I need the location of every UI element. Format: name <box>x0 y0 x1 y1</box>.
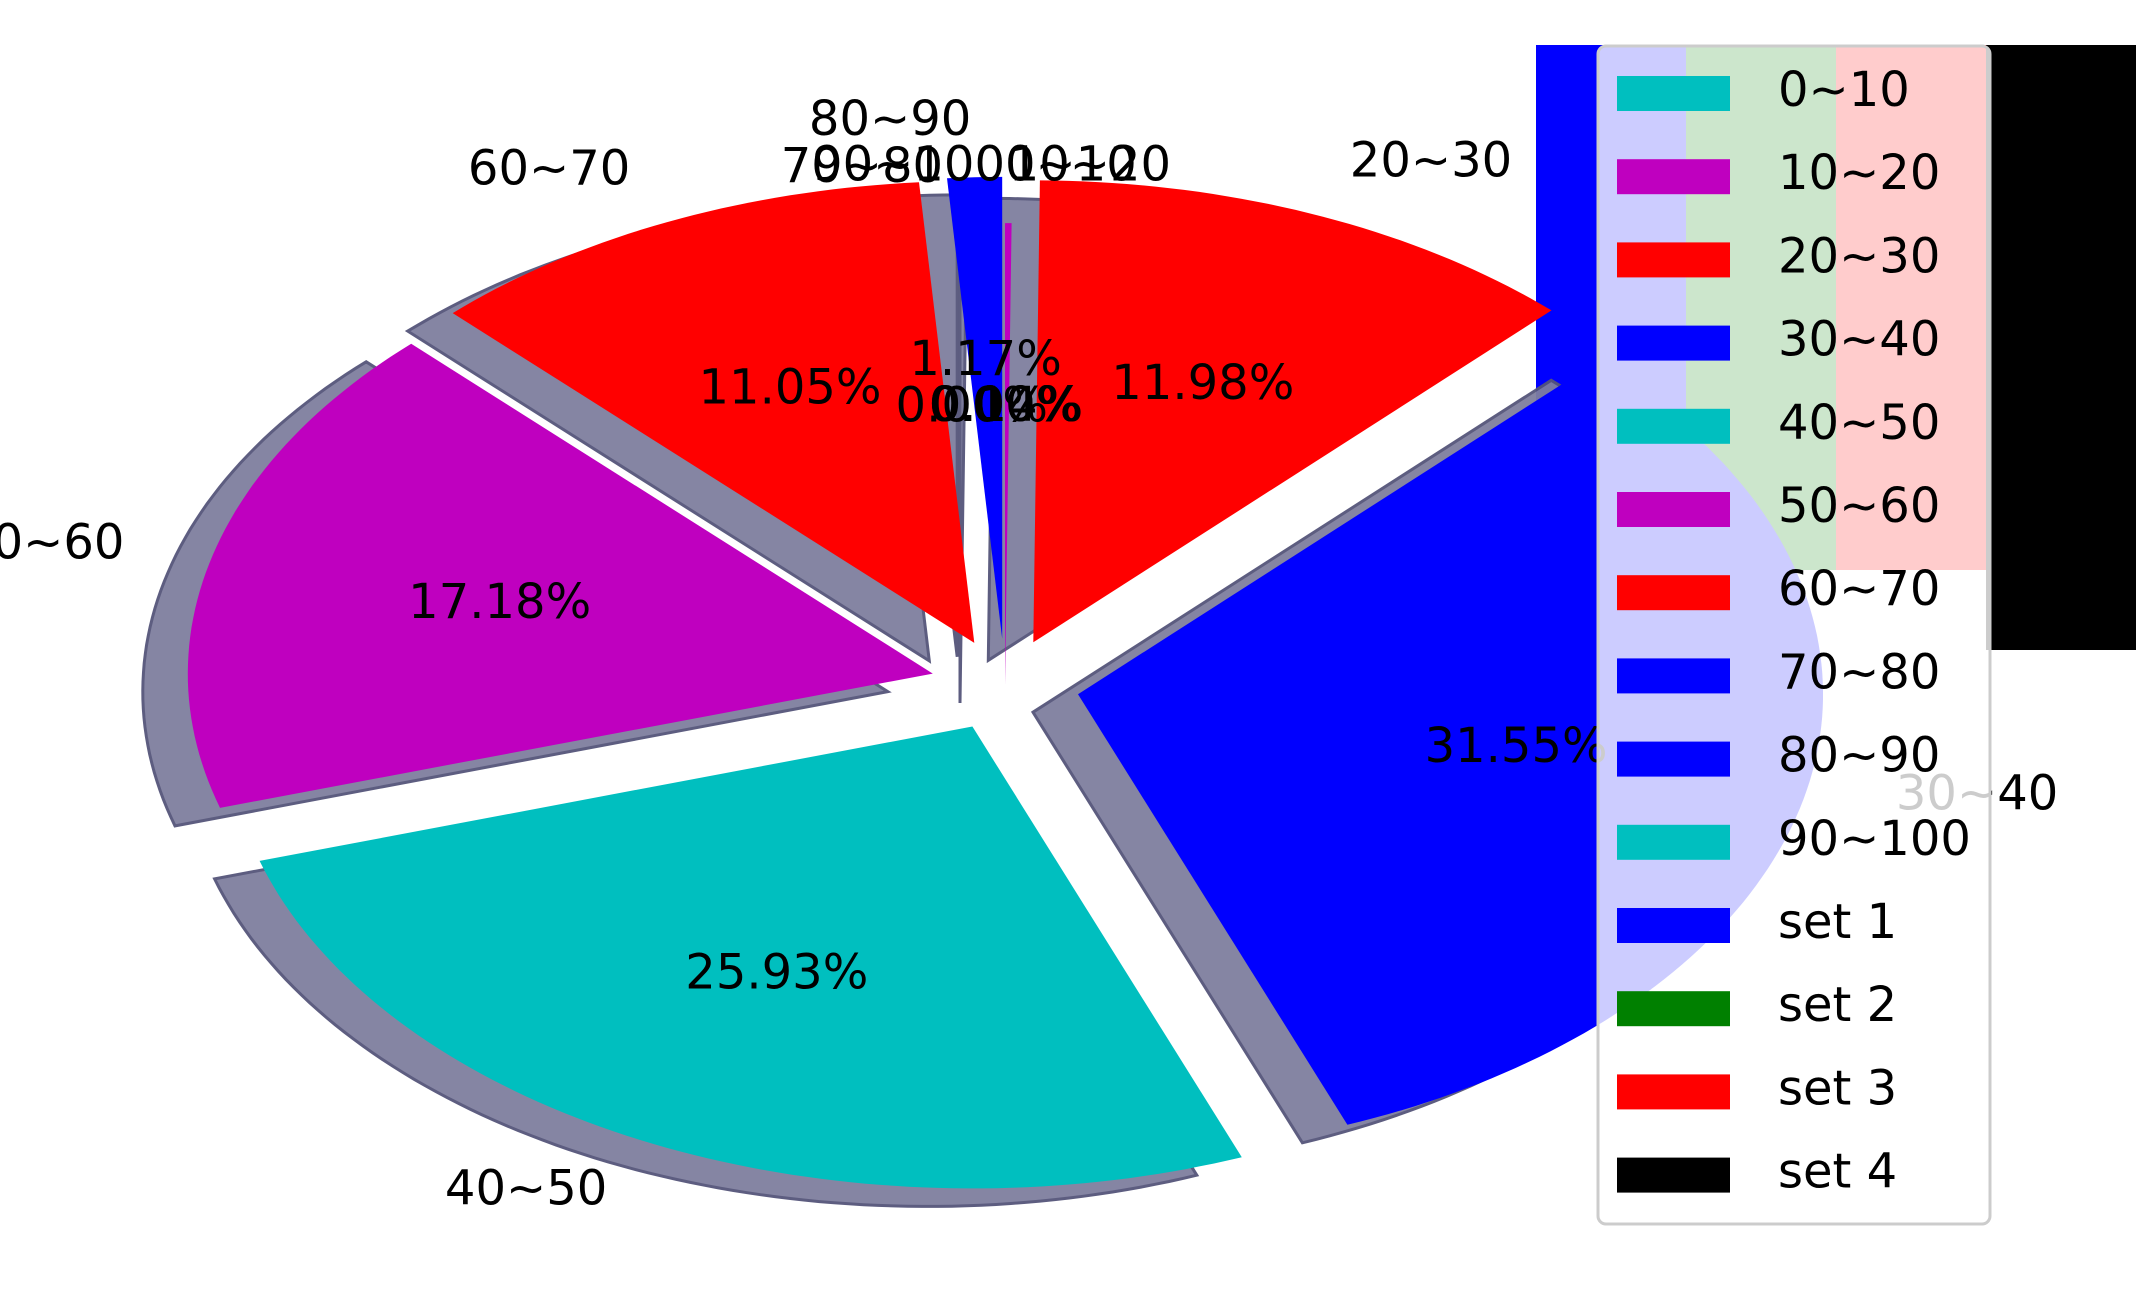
slice-label-90-100: 90~100 <box>812 137 1005 193</box>
percent-label-0-10: 0.00% <box>929 377 1081 433</box>
legend-label-50-60: 50~60 <box>1778 478 1940 534</box>
pie-slice-80-90 <box>947 176 1003 639</box>
pie-slice-40-50 <box>259 726 1242 1189</box>
percent-label-80-90: 1.17% <box>909 331 1061 387</box>
pie-slice-60-70 <box>452 182 975 643</box>
legend-label-30-40: 30~40 <box>1778 312 1940 368</box>
legend: 0~10 10~20 20~30 30~40 40~50 50~60 60~70 70~80 8… <box>1596 44 1992 1226</box>
legend-label-20-30: 20~30 <box>1778 228 1940 284</box>
legend-box <box>1596 44 1992 1226</box>
slice-label-0-10: 0~10 <box>1005 137 1137 193</box>
legend-swatch-0-10 <box>1617 76 1730 111</box>
legend-label-set-1: set 1 <box>1778 894 1897 950</box>
legend-swatch-10-20 <box>1617 159 1730 195</box>
legend-swatch-set-1 <box>1617 908 1730 943</box>
legend-swatch-50-60 <box>1617 492 1730 527</box>
legend-swatch-60-70 <box>1617 575 1730 611</box>
legend-label-90-100: 90~100 <box>1778 811 1971 867</box>
slice-label-10-20: 10~20 <box>1009 137 1171 193</box>
legend-swatch-70-80 <box>1617 658 1730 694</box>
percent-label-20-30: 11.98% <box>1111 355 1294 411</box>
legend-label-0-10: 0~10 <box>1778 62 1910 118</box>
percent-label-90-100: 0.00% <box>929 377 1081 433</box>
slice-label-70-80: 70~80 <box>781 138 943 194</box>
pie-slice-20-30 <box>1033 180 1552 643</box>
percent-label-60-70: 11.05% <box>698 359 881 415</box>
slice-label-40-50: 40~50 <box>445 1161 607 1217</box>
legend-label-60-70: 60~70 <box>1778 561 1940 617</box>
legend-swatch-40-50 <box>1617 408 1730 444</box>
legend-swatch-80-90 <box>1617 741 1730 777</box>
percent-label-40-50: 25.93% <box>685 945 868 1001</box>
legend-label-40-50: 40~50 <box>1778 395 1940 451</box>
pie-slice-10-20 <box>1005 223 1012 685</box>
legend-swatch-set-2 <box>1617 991 1730 1027</box>
slice-label-20-30: 20~30 <box>1350 133 1512 189</box>
legend-label-set-2: set 2 <box>1778 977 1897 1033</box>
legend-label-set-4: set 4 <box>1778 1144 1897 1200</box>
percent-label-50-60: 17.18% <box>408 574 591 630</box>
bar-set-4 <box>1986 45 2136 650</box>
percent-label-70-80: 0.00% <box>896 378 1048 434</box>
legend-label-10-20: 10~20 <box>1778 145 1940 201</box>
pie-slice-50-60 <box>187 343 933 808</box>
legend-swatch-90-100 <box>1617 824 1730 860</box>
slice-label-50-60: 50~60 <box>0 515 124 571</box>
legend-label-set-3: set 3 <box>1778 1060 1897 1116</box>
legend-swatch-20-30 <box>1617 242 1730 278</box>
slice-label-80-90: 80~90 <box>809 91 971 147</box>
slice-label-60-70: 60~70 <box>468 141 630 197</box>
legend-label-70-80: 70~80 <box>1778 644 1940 700</box>
percent-label-30-40: 31.55% <box>1425 718 1608 774</box>
percent-labels: 0.00%0.14% 11.98% 31.55% 25.93% 17.18% 11.05%… <box>408 331 1607 1001</box>
percent-label-10-20: 0.14% <box>931 377 1083 433</box>
legend-swatch-30-40 <box>1617 325 1730 361</box>
legend-swatch-set-3 <box>1617 1074 1730 1110</box>
legend-label-80-90: 80~90 <box>1778 728 1940 784</box>
legend-swatch-set-4 <box>1617 1157 1730 1193</box>
